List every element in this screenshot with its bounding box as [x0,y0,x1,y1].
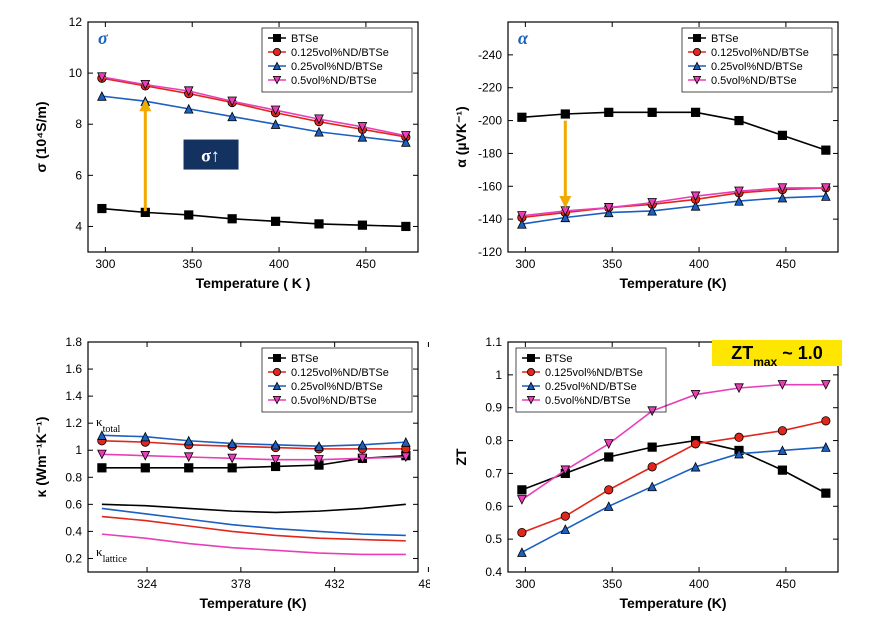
legend-label-ND0125: 0.125vol%ND/BTSe [291,47,389,59]
legend-label-BTSe: BTSe [291,33,319,45]
svg-text:450: 450 [776,577,796,591]
svg-text:-140: -140 [478,212,502,226]
svg-text:-200: -200 [478,114,502,128]
svg-text:350: 350 [602,577,622,591]
legend-label-ND05: 0.5vol%ND/BTSe [291,395,377,407]
svg-text:σ↑: σ↑ [201,146,220,166]
svg-text:κtotal: κtotal [96,414,121,435]
svg-text:1.2: 1.2 [65,416,82,430]
legend-label-ND05: 0.5vol%ND/BTSe [545,395,631,407]
svg-text:0.2: 0.2 [65,551,82,565]
svg-text:0.4: 0.4 [65,524,82,538]
legend-label-ND0125: 0.125vol%ND/BTSe [545,367,643,379]
svg-text:400: 400 [269,257,289,271]
panel-alpha: 300 350 400 450 -120 -140 -160 -180 -200 -220 -240… [450,10,850,300]
svg-text:0.6: 0.6 [485,499,502,513]
svg-text:Temperature ( K ): Temperature ( K ) [196,275,311,291]
svg-text:450: 450 [776,257,796,271]
svg-text:300: 300 [95,257,115,271]
svg-text:1: 1 [495,368,502,382]
svg-text:κlattice: κlattice [96,544,128,565]
legend-label-BTSe: BTSe [545,353,573,365]
svg-text:Temperature (K): Temperature (K) [619,595,726,611]
svg-text:400: 400 [689,577,709,591]
svg-text:350: 350 [182,257,202,271]
legend-label-BTSe: BTSe [711,33,739,45]
legend-label-ND0125: 0.125vol%ND/BTSe [291,367,389,379]
legend-label-ND025: 0.25vol%ND/BTSe [291,381,383,393]
legend-label-ND05: 0.5vol%ND/BTSe [711,75,797,87]
svg-text:486: 486 [418,577,430,591]
svg-text:Temperature (K): Temperature (K) [619,275,726,291]
svg-text:σ: σ [98,28,109,48]
svg-text:-120: -120 [478,245,502,259]
chart-zt: 300 350 400 450 0.4 0.5 0.6 0.7 0.8 0.9 1 1.1 Temper… [450,330,850,620]
svg-text:0.8: 0.8 [65,470,82,484]
svg-text:α: α [518,28,529,48]
svg-text:Temperature (K): Temperature (K) [199,595,306,611]
svg-text:-220: -220 [478,81,502,95]
svg-text:324: 324 [137,577,157,591]
svg-text:ZT: ZT [453,448,469,466]
svg-text:300: 300 [515,577,535,591]
svg-text:12: 12 [69,15,83,29]
legend-label-ND025: 0.25vol%ND/BTSe [291,61,383,73]
svg-text:-180: -180 [478,146,502,160]
svg-text:4: 4 [75,219,82,233]
svg-text:6: 6 [75,168,82,182]
svg-text:κ (Wm⁻¹K⁻¹): κ (Wm⁻¹K⁻¹) [33,417,49,498]
figure-grid: { "colors": { "bg": "#ffffff", "axis": "… [0,0,876,641]
svg-text:0.7: 0.7 [485,466,502,480]
svg-text:0.5: 0.5 [485,532,502,546]
svg-text:0.8: 0.8 [485,434,502,448]
chart-kappa: 324 378 432 486 0.2 0.4 0.6 0.8 1 1.2 1.4 1.6 1.8 Tem… [30,330,430,620]
legend-label-ND05: 0.5vol%ND/BTSe [291,75,377,87]
svg-text:432: 432 [325,577,345,591]
legend-label-BTSe: BTSe [291,353,319,365]
svg-text:10: 10 [69,66,83,80]
chart-sigma: 300 350 400 450 4 6 8 10 12 Temperature ( K ) σ (1… [30,10,430,300]
svg-text:σ (10⁴S/m): σ (10⁴S/m) [33,102,49,173]
panel-kappa: 324 378 432 486 0.2 0.4 0.6 0.8 1 1.2 1.4 1.6 1.8 Tem… [30,330,430,620]
svg-text:-240: -240 [478,48,502,62]
svg-text:0.9: 0.9 [485,401,502,415]
svg-text:1: 1 [75,443,82,457]
svg-text:-160: -160 [478,179,502,193]
svg-text:1.6: 1.6 [65,362,82,376]
svg-text:1.8: 1.8 [65,335,82,349]
svg-text:378: 378 [231,577,251,591]
svg-text:0.4: 0.4 [485,565,502,579]
svg-text:0.6: 0.6 [65,497,82,511]
panel-zt: 300 350 400 450 0.4 0.5 0.6 0.7 0.8 0.9 1 1.1 Temper… [450,330,850,620]
panel-sigma: 300 350 400 450 4 6 8 10 12 Temperature ( K ) σ (1… [30,10,430,300]
legend-label-ND025: 0.25vol%ND/BTSe [545,381,637,393]
svg-text:350: 350 [602,257,622,271]
svg-text:400: 400 [689,257,709,271]
svg-text:450: 450 [356,257,376,271]
svg-text:8: 8 [75,117,82,131]
legend-label-ND025: 0.25vol%ND/BTSe [711,61,803,73]
svg-text:α (µVK⁻¹): α (µVK⁻¹) [453,106,469,167]
legend-label-ND0125: 0.125vol%ND/BTSe [711,47,809,59]
svg-text:300: 300 [515,257,535,271]
svg-text:1.1: 1.1 [485,335,502,349]
svg-text:1.4: 1.4 [65,389,82,403]
chart-alpha: 300 350 400 450 -120 -140 -160 -180 -200 -220 -240… [450,10,850,300]
